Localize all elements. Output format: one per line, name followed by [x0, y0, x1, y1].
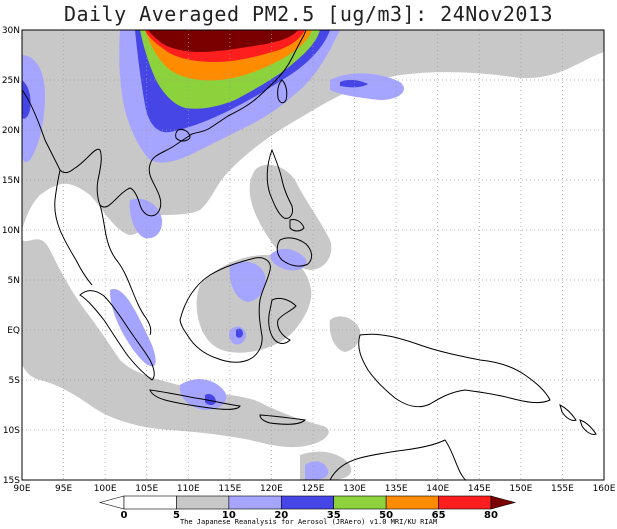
coastline-new-guinea	[358, 333, 551, 408]
colorbar-segment	[385, 495, 439, 510]
coastline-west-indochina	[54, 169, 93, 286]
coastline-layer	[21, 29, 597, 481]
longitude-label: 145E	[468, 484, 491, 494]
coastline-sulawesi	[268, 297, 297, 344]
lightblue-region-philippines	[270, 248, 307, 271]
lightblue-region-sumatra	[110, 289, 156, 367]
colorbar-level-label: 0	[121, 510, 128, 521]
latitude-label: 10S	[3, 426, 20, 436]
latitude-label: 20N	[2, 126, 20, 136]
colorbar-level-label: 80	[484, 510, 498, 521]
gray-region-south-west	[22, 239, 329, 448]
gray-region-philippines	[249, 164, 332, 270]
blue-region-west-edge	[22, 80, 31, 119]
latitude-label: EQ	[7, 326, 20, 336]
coastline-new-ireland	[579, 419, 597, 435]
longitude-label: 115E	[218, 484, 241, 494]
lightblue-region-vietnam	[129, 198, 163, 239]
coastline-hainan	[175, 129, 191, 142]
coastline-australia	[329, 439, 467, 481]
colorbar-segment	[438, 495, 492, 510]
coastline-philippines-mindanao	[276, 237, 313, 267]
longitude-labels: 90E 95E 100E 105E 110E 115E 120E 125E 130E 135E 14…	[13, 484, 615, 494]
longitude-label: 125E	[302, 484, 325, 494]
colorbar: 0 5 10 20 35 50 65 80	[98, 495, 517, 521]
coastline-borneo	[179, 257, 271, 363]
colorbar-segment	[280, 495, 335, 510]
lightblue-region-west	[22, 55, 45, 163]
coastline-timor	[259, 414, 307, 425]
coastline-taiwan	[277, 79, 288, 104]
coastline-philippines-luzon	[266, 148, 293, 219]
longitude-label: 100E	[94, 484, 117, 494]
colorbar-segment	[228, 495, 282, 510]
darkred-region	[148, 30, 298, 52]
blue-region-java-spot	[205, 393, 216, 405]
coastline-solomon	[559, 404, 577, 421]
colorbar-level-label: 35	[327, 510, 341, 521]
latitude-label: 10N	[2, 226, 20, 236]
colorbar-segment	[98, 495, 125, 510]
colorbar-level-label: 20	[274, 510, 288, 521]
latitude-label: 25N	[2, 76, 20, 86]
lightblue-region-borneo	[229, 261, 266, 302]
latitude-label: 5S	[9, 376, 21, 386]
latitude-labels: 30N 25N 20N 15N 10N 5N EQ 5S 10S 15S	[2, 26, 20, 486]
longitude-label: 130E	[343, 484, 366, 494]
map-title: Daily Averaged PM2.5 [ug/m3]: 24Nov2013	[63, 2, 554, 26]
colorbar-segment	[176, 495, 230, 510]
latitude-label: 15N	[2, 176, 20, 186]
latitude-label: 15S	[3, 476, 20, 486]
gray-region-borneo	[196, 255, 312, 353]
longitude-label: 135E	[385, 484, 408, 494]
longitude-label: 110E	[177, 484, 200, 494]
lightblue-region-southeast	[305, 461, 329, 480]
longitude-label: 160E	[593, 484, 616, 494]
coastline-asia-mainland	[21, 29, 307, 217]
colorbar-level-label: 5	[173, 510, 180, 521]
credit-text: The Japanese Reanalysis for Aerosol (JRA…	[179, 518, 438, 526]
colorbar-segment	[333, 495, 387, 510]
colorbar-level-label: 65	[432, 510, 446, 521]
latitude-label: 5N	[8, 276, 20, 286]
map-frame	[21, 29, 605, 481]
colorbar-segment	[490, 495, 517, 510]
colorbar-segment	[123, 495, 177, 510]
coastline-java	[149, 389, 241, 410]
pm25-field-layer	[22, 30, 604, 480]
coastline-sumatra	[79, 290, 155, 381]
coastline-philippines-visayas	[289, 219, 305, 232]
coastline-malay-peninsula	[99, 204, 152, 336]
blue-region-borneo-spot	[236, 328, 243, 338]
map-grid	[22, 30, 604, 480]
longitude-label: 90E	[13, 484, 30, 494]
latitude-label: 30N	[2, 26, 20, 36]
gray-region-sulawesi	[329, 316, 361, 352]
longitude-label: 155E	[551, 484, 574, 494]
longitude-label: 105E	[135, 484, 158, 494]
colorbar-level-label: 50	[379, 510, 393, 521]
longitude-label: 120E	[260, 484, 283, 494]
longitude-label: 150E	[509, 484, 532, 494]
longitude-label: 95E	[55, 484, 72, 494]
colorbar-level-label: 10	[222, 510, 236, 521]
blue-region-east-streak	[340, 79, 368, 88]
longitude-label: 140E	[426, 484, 449, 494]
